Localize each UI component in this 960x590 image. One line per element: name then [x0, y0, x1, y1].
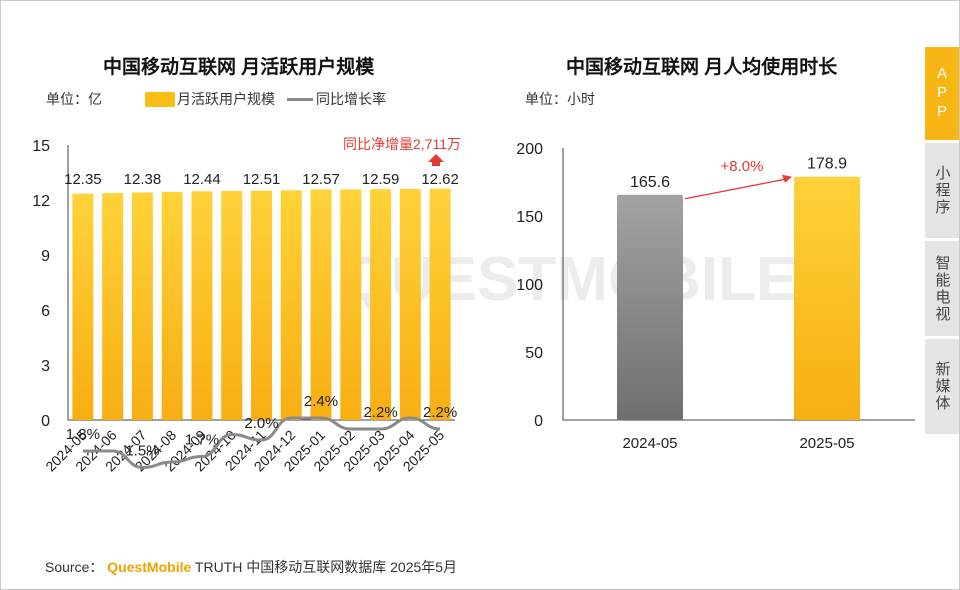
- growth-rate-label: 2.2%: [363, 404, 397, 421]
- legend-bar-swatch: [145, 91, 175, 107]
- legend-line-swatch: [287, 97, 313, 101]
- mau-y-tick-label: 9: [41, 248, 50, 265]
- mau-bar: [102, 193, 124, 420]
- growth-rate-line: [82, 416, 441, 470]
- mau-chart-title: 中国移动互联网 月活跃用户规模: [103, 57, 375, 78]
- usage-value-label: 178.9: [807, 156, 847, 173]
- mau-y-tick-label: 15: [32, 138, 50, 155]
- usage-x-tick-label: 2024-05: [622, 435, 677, 452]
- mau-value-label: 12.51: [243, 171, 281, 188]
- usage-chart-title: 中国移动互联网 月人均使用时长: [566, 57, 838, 78]
- source-note: Source： QuestMobile TRUTH 中国移动互联网数据库 202…: [45, 557, 457, 577]
- usage-y-tick-label: 200: [516, 141, 543, 158]
- mau-bar: [399, 188, 421, 420]
- usage-unit: 单位：小时: [525, 91, 595, 107]
- tab-new-media[interactable]: 新媒体: [925, 339, 959, 434]
- usage-x-tick-label: 2025-05: [799, 435, 854, 452]
- mau-bar: [161, 191, 183, 420]
- growth-arrow-line: [684, 178, 789, 200]
- legend-bar-label: 月活跃用户规模: [177, 91, 275, 107]
- mau-y-tick-label: 0: [41, 413, 50, 430]
- up-arrow-icon: [428, 154, 444, 166]
- source-prefix: Source：: [45, 559, 104, 575]
- mau-bar: [429, 188, 451, 420]
- tab-app[interactable]: APP: [925, 47, 959, 140]
- tab-mini-program[interactable]: 小程序: [925, 143, 959, 238]
- usage-y-tick-label: 100: [516, 277, 543, 294]
- mau-y-tick-label: 12: [32, 193, 50, 210]
- growth-rate-label: 2.2%: [423, 404, 457, 421]
- mau-legend: 月活跃用户规模 同比增长率: [145, 89, 386, 109]
- mau-bar: [370, 189, 392, 420]
- source-rest: TRUTH 中国移动互联网数据库 2025年5月: [194, 559, 458, 575]
- growth-rate-label: 2.0%: [244, 415, 278, 432]
- mau-bar: [191, 191, 213, 420]
- mau-value-label: 12.35: [64, 171, 102, 188]
- mau-value-label: 12.38: [124, 171, 162, 188]
- growth-rate-label: 1.5%: [125, 443, 159, 460]
- legend-line-label: 同比增长率: [316, 91, 386, 107]
- growth-rate-label: 2.4%: [304, 393, 338, 410]
- source-brand: QuestMobile: [107, 559, 192, 575]
- usage-bar: [617, 194, 683, 420]
- usage-value-label: 165.6: [630, 174, 670, 191]
- mau-bar: [221, 191, 243, 420]
- growth-rate-label: 1.8%: [66, 426, 100, 443]
- tab-smart-tv[interactable]: 智能电视: [925, 241, 959, 336]
- growth-arrow-head-icon: [782, 174, 792, 183]
- growth-rate-label: 1.7%: [185, 432, 219, 449]
- mau-value-label: 12.62: [421, 171, 459, 188]
- mau-bar: [310, 189, 332, 420]
- usage-bar: [794, 176, 860, 420]
- usage-time-chart: 0 50 100 150 200 165.6 2024-05 178.9 2025-05 +8.0…: [516, 141, 915, 452]
- usage-y-tick-label: 0: [534, 413, 543, 430]
- net-increase-annotation: 同比净增量2,711万: [343, 136, 461, 152]
- usage-y-tick-label: 150: [516, 209, 543, 226]
- mau-y-tick-label: 3: [41, 358, 50, 375]
- mau-bar: [251, 190, 272, 420]
- mau-unit: 单位：亿: [46, 91, 102, 107]
- mau-y-tick-label: 6: [41, 303, 50, 320]
- mau-bar: [340, 189, 362, 420]
- mau-bar: [72, 193, 94, 420]
- growth-label: +8.0%: [721, 158, 764, 175]
- mau-value-label: 12.59: [362, 171, 400, 188]
- mau-bar: [280, 190, 302, 420]
- usage-y-tick-label: 50: [525, 345, 543, 362]
- mau-value-label: 12.57: [302, 171, 340, 188]
- side-tabs: APP 小程序 智能电视 新媒体: [925, 47, 959, 437]
- mau-bar: [131, 192, 153, 420]
- mau-value-label: 12.44: [183, 171, 221, 188]
